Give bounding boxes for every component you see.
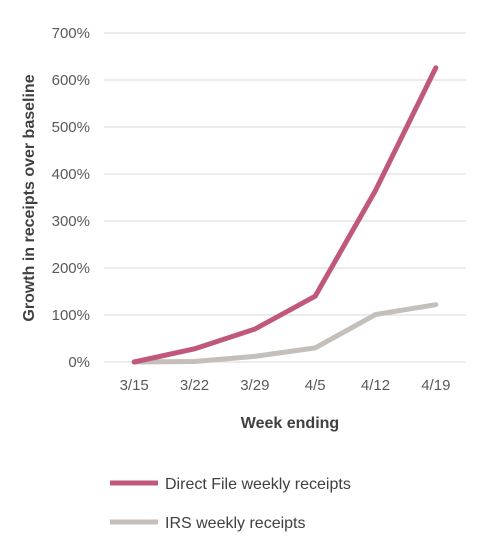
x-tick-label: 3/22 — [180, 377, 209, 394]
legend-label: Direct File weekly receipts — [165, 476, 351, 493]
y-tick-label: 300% — [52, 213, 90, 230]
legend: Direct File weekly receipts IRS weekly re… — [110, 476, 351, 532]
y-tick-label: 500% — [52, 119, 90, 136]
y-tick-labels: 0% 100% 200% 300% 400% 500% 600% 700% — [52, 25, 90, 371]
x-tick-labels: 3/15 3/22 3/29 4/5 4/12 4/19 — [120, 377, 451, 394]
y-axis-title: Growth in receipts over baseline — [21, 74, 38, 321]
y-tick-label: 200% — [52, 260, 90, 277]
legend-label: IRS weekly receipts — [165, 515, 306, 532]
x-axis-title: Week ending — [241, 415, 339, 432]
series-line-0 — [131, 65, 439, 365]
x-tick-label: 3/15 — [120, 377, 149, 394]
x-tick-label: 3/29 — [240, 377, 269, 394]
y-tick-label: 400% — [52, 166, 90, 183]
x-tick-label: 4/5 — [305, 377, 326, 394]
gridlines — [104, 32, 466, 363]
y-tick-label: 100% — [52, 307, 90, 324]
series-lines — [131, 65, 439, 365]
y-tick-label: 700% — [52, 25, 90, 42]
x-tick-label: 4/19 — [421, 377, 450, 394]
y-tick-label: 600% — [52, 72, 90, 89]
y-tick-label: 0% — [68, 354, 90, 371]
series-line-1 — [131, 302, 439, 365]
x-tick-label: 4/12 — [361, 377, 390, 394]
